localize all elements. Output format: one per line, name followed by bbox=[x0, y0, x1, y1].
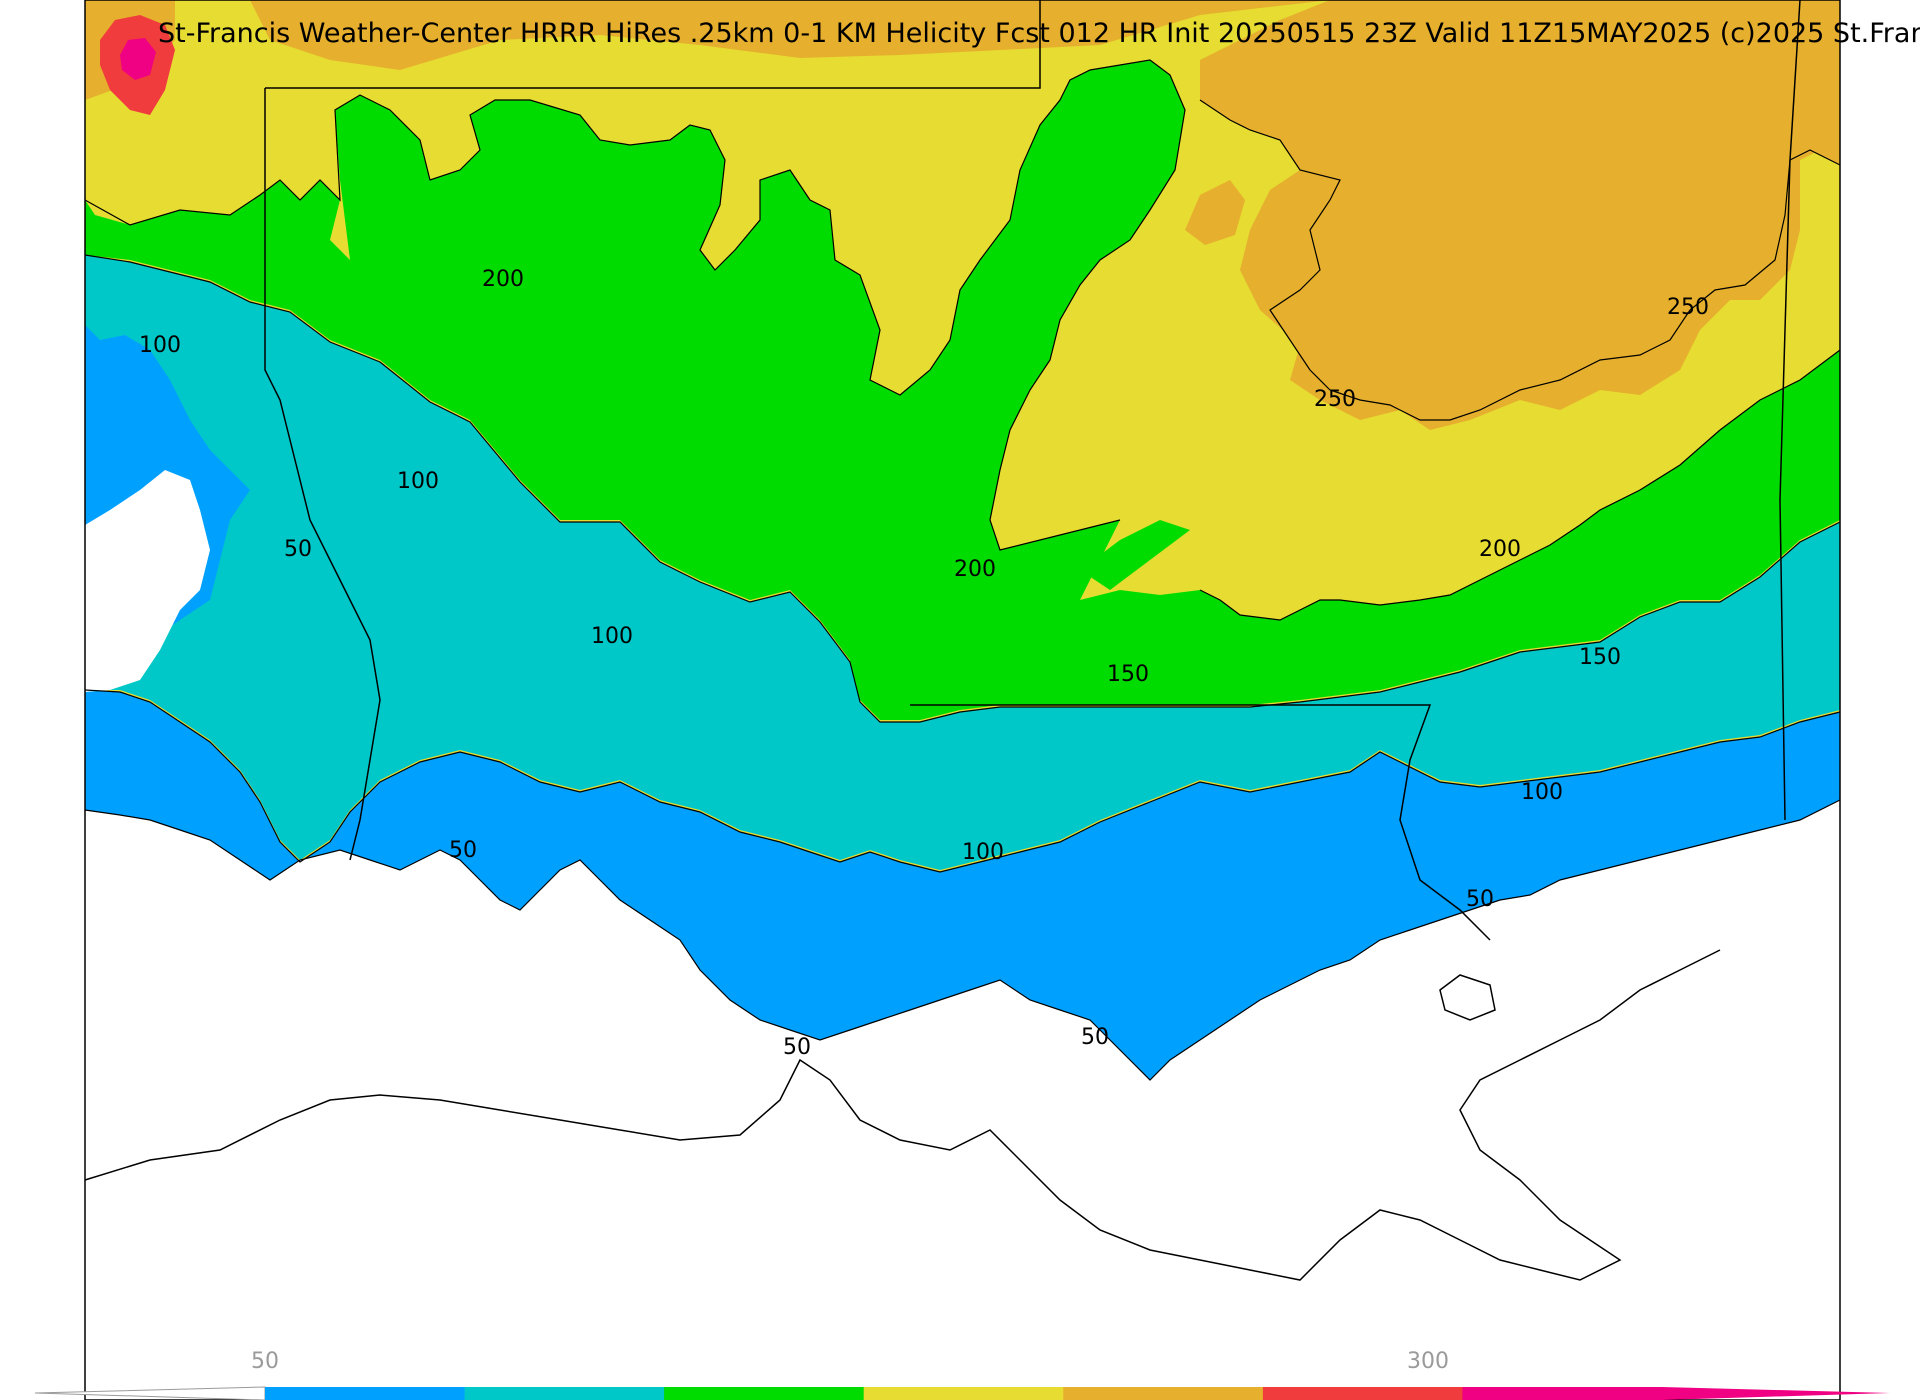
contour-label-100: 100 bbox=[591, 624, 633, 649]
contour-label-100: 100 bbox=[397, 469, 439, 494]
band-250-orange-inner bbox=[1185, 180, 1245, 245]
contour-label-200: 200 bbox=[954, 557, 996, 582]
colorbar-bins bbox=[265, 1387, 1663, 1400]
band-350 bbox=[120, 38, 156, 80]
state-boundary-north bbox=[265, 0, 1041, 89]
map-frame bbox=[84, 0, 1841, 1400]
contour-line-150 bbox=[84, 254, 1841, 723]
coastline bbox=[84, 949, 1721, 1281]
contour-label-50: 50 bbox=[1466, 887, 1494, 912]
contour-label-200: 200 bbox=[482, 267, 524, 292]
colorbar-right-triangle bbox=[1662, 1387, 1890, 1400]
colorbar-bin-c250 bbox=[1063, 1387, 1264, 1400]
contour-labels: 200 100 100 50 100 200 250 250 200 150 150 100 100 50… bbox=[139, 267, 1709, 1060]
band-100-left-lobe bbox=[330, 470, 440, 740]
contour-line-100 bbox=[84, 689, 1841, 873]
colorbar-tick-label-50: 50 bbox=[251, 1349, 279, 1374]
band-150-west bbox=[85, 60, 1840, 720]
colorbar-bin-c200 bbox=[863, 1387, 1064, 1400]
contour-lines bbox=[84, 59, 1841, 1081]
colorbar: 50 300 bbox=[34, 1349, 1890, 1400]
contour-label-50: 50 bbox=[1081, 1025, 1109, 1050]
colorbar-bin-c350 bbox=[1462, 1387, 1663, 1400]
band-below-50 bbox=[85, 470, 1840, 1400]
band-50 bbox=[85, 325, 1840, 1080]
contour-label-150: 150 bbox=[1107, 662, 1149, 687]
band-100 bbox=[85, 255, 1840, 870]
boundaries bbox=[84, 0, 1801, 1281]
contour-label-50: 50 bbox=[449, 838, 477, 863]
colorbar-bin-c100 bbox=[464, 1387, 665, 1400]
contour-line-250 bbox=[1199, 99, 1841, 421]
band-250-top bbox=[250, 0, 1330, 70]
band-250-top-right bbox=[1200, 0, 1840, 420]
state-boundary-south bbox=[910, 704, 1491, 941]
contour-label-250: 250 bbox=[1667, 295, 1709, 320]
contour-label-50: 50 bbox=[783, 1035, 811, 1060]
map-title: St-Francis Weather-Center HRRR HiRes .25… bbox=[158, 18, 1920, 49]
contour-label-100: 100 bbox=[1521, 780, 1563, 805]
state-boundary-west bbox=[264, 88, 381, 861]
contour-label-100: 100 bbox=[139, 333, 181, 358]
contour-line-200-east bbox=[1199, 349, 1841, 621]
contour-label-100: 100 bbox=[962, 840, 1004, 865]
contour-label-250: 250 bbox=[1314, 387, 1356, 412]
state-boundary-east bbox=[1779, 0, 1801, 821]
band-150-lobe bbox=[1080, 520, 1190, 590]
contour-line-50 bbox=[84, 799, 1841, 1081]
contour-label-150: 150 bbox=[1579, 645, 1621, 670]
colorbar-bin-c150 bbox=[664, 1387, 865, 1400]
colorbar-bin-c300 bbox=[1262, 1387, 1463, 1400]
contour-label-50: 50 bbox=[284, 537, 312, 562]
contour-label-200: 200 bbox=[1479, 537, 1521, 562]
filled-contours bbox=[85, 0, 1840, 1400]
island-outline bbox=[1439, 974, 1496, 1021]
contour-line-200 bbox=[84, 59, 1186, 551]
colorbar-bin-c50 bbox=[265, 1387, 466, 1400]
colorbar-tick-label-300: 300 bbox=[1407, 1349, 1449, 1374]
